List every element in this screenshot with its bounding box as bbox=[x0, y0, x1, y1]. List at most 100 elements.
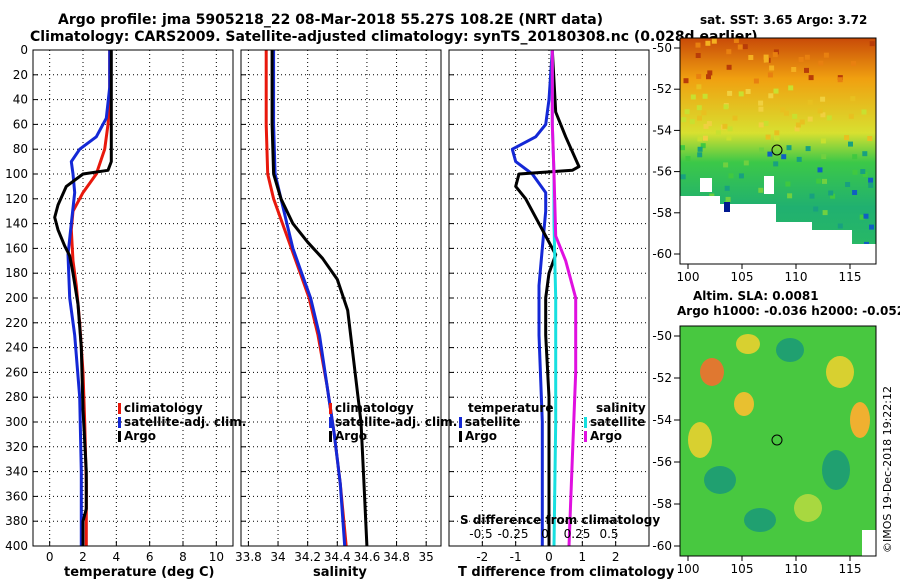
difference-series-temperature-satellite bbox=[510, 50, 554, 546]
salinity-grid bbox=[241, 50, 441, 546]
sla-map-title-line-1: Altim. SLA: 0.0081 bbox=[693, 289, 819, 303]
sst-pixel bbox=[768, 93, 774, 99]
sst-pixel bbox=[769, 65, 775, 71]
temperature-xlabel: temperature (deg C) bbox=[64, 565, 214, 580]
sst-pixel bbox=[690, 94, 696, 100]
sst-pixel bbox=[738, 91, 744, 97]
title-line-1: Argo profile: jma 5905218_22 08-Mar-2018… bbox=[58, 12, 604, 28]
difference-legend: temperature salinitysatelliteArgosatellit… bbox=[459, 401, 646, 443]
salinity-legend-label: climatology bbox=[335, 401, 414, 415]
difference-series-salinity-argo bbox=[550, 50, 578, 546]
sst-pixel bbox=[725, 196, 731, 202]
difference-legend-label: satellite bbox=[465, 415, 520, 429]
sst-pixel bbox=[868, 182, 874, 188]
depth-tick-label: 80 bbox=[13, 142, 28, 156]
sst-pixel bbox=[711, 38, 717, 44]
sst-pixel bbox=[869, 41, 875, 47]
sst-pixel bbox=[817, 167, 823, 173]
difference-legend-swatch bbox=[584, 417, 587, 428]
sla-anomaly bbox=[736, 334, 760, 354]
salinity-legend-swatch bbox=[329, 431, 332, 442]
difference-legend-temperature-title: temperature bbox=[468, 401, 553, 415]
sst-pixel bbox=[798, 57, 804, 62]
sst-pixel bbox=[696, 73, 702, 79]
sst-pixel bbox=[773, 88, 779, 94]
sst-pixel bbox=[862, 151, 868, 157]
sst-pixel bbox=[723, 162, 729, 168]
temperature-xtick-label: 0 bbox=[46, 550, 54, 564]
sst-pixel bbox=[702, 135, 708, 141]
difference-xtick-label: -2 bbox=[476, 550, 488, 564]
sst-pixel bbox=[860, 169, 866, 174]
sst-pixel bbox=[763, 54, 769, 60]
temperature-legend-label: satellite-adj. clim. bbox=[124, 415, 246, 429]
sst-pixel bbox=[791, 67, 797, 72]
sst-cloud-gap bbox=[700, 178, 712, 192]
sst-pixel bbox=[837, 223, 843, 229]
sst-pixel bbox=[697, 146, 703, 152]
depth-tick-label: 180 bbox=[5, 266, 28, 280]
sst-pixel bbox=[722, 123, 728, 129]
temperature-legend-swatch bbox=[118, 403, 121, 414]
difference-legend-salinity-title: salinity bbox=[596, 401, 646, 415]
sst-pixel bbox=[817, 108, 823, 114]
sla-anomaly bbox=[794, 494, 822, 522]
salinity-series-argo bbox=[270, 50, 369, 546]
sst-pixel bbox=[796, 156, 802, 162]
difference-top-tick-label: -0.25 bbox=[497, 527, 528, 541]
sla-ytick-label: -58 bbox=[652, 497, 672, 511]
sst-cloud-gap bbox=[716, 204, 776, 264]
sst-pixel bbox=[715, 130, 721, 136]
difference-legend-label: Argo bbox=[590, 429, 622, 443]
sst-pixel bbox=[702, 93, 708, 99]
sla-ytick-label: -56 bbox=[652, 455, 672, 469]
sst-pixel bbox=[726, 49, 732, 55]
sst-pixel bbox=[696, 84, 702, 90]
sst-pixel bbox=[724, 185, 730, 191]
difference-legend-label: satellite bbox=[590, 415, 645, 429]
sla-anomaly bbox=[850, 402, 870, 438]
temperature-panel: 0 2 4 6 8 10020406080100120140160180200220240… bbox=[5, 43, 246, 580]
sst-cloud-gap bbox=[852, 244, 876, 264]
sst-pixel bbox=[867, 136, 873, 141]
sst-xtick-label: 115 bbox=[839, 270, 862, 284]
sla-map: Altim. SLA: 0.0081 Argo h1000: -0.036 h2… bbox=[652, 289, 900, 576]
sst-pixel bbox=[783, 110, 789, 116]
sst-pixel bbox=[799, 119, 805, 125]
temperature-series-argo bbox=[53, 50, 113, 546]
sst-pixel bbox=[861, 109, 867, 115]
difference-xtick-label: 0 bbox=[545, 550, 553, 564]
sst-pixel bbox=[763, 121, 769, 126]
sst-pixel bbox=[816, 178, 822, 184]
sla-ytick-label: -50 bbox=[652, 329, 672, 343]
sst-pixel bbox=[848, 113, 854, 119]
sst-pixel bbox=[787, 193, 793, 199]
sst-pixel bbox=[726, 135, 732, 141]
sst-pixel bbox=[818, 60, 824, 66]
sst-pixel bbox=[681, 117, 687, 123]
sst-pixel bbox=[684, 109, 690, 115]
difference-legend-swatch bbox=[459, 417, 462, 428]
sla-anomaly bbox=[822, 450, 850, 490]
sst-pixel bbox=[852, 190, 858, 195]
sla-gap bbox=[862, 530, 876, 556]
sst-pixel bbox=[727, 90, 733, 96]
sst-pixel bbox=[813, 206, 819, 212]
sst-pixel bbox=[697, 152, 703, 158]
sst-pixel bbox=[705, 40, 711, 46]
sst-pixel bbox=[807, 116, 813, 122]
sst-pixel bbox=[745, 89, 751, 94]
sla-xtick-label: 105 bbox=[731, 562, 754, 576]
sst-cloud-gap bbox=[776, 222, 812, 264]
sst-pixel bbox=[837, 77, 843, 83]
salinity-legend-label: satellite-adj. clim. bbox=[335, 415, 457, 429]
sst-pixel bbox=[695, 53, 701, 58]
sst-ytick-label: -54 bbox=[652, 123, 672, 137]
difference-top-tick-label: 0.5 bbox=[599, 527, 618, 541]
sst-pixel bbox=[820, 138, 826, 144]
depth-tick-label: 380 bbox=[5, 514, 28, 528]
sst-pixel bbox=[742, 44, 748, 50]
temperature-xtick-label: 8 bbox=[179, 550, 187, 564]
sst-pixel bbox=[758, 100, 764, 106]
